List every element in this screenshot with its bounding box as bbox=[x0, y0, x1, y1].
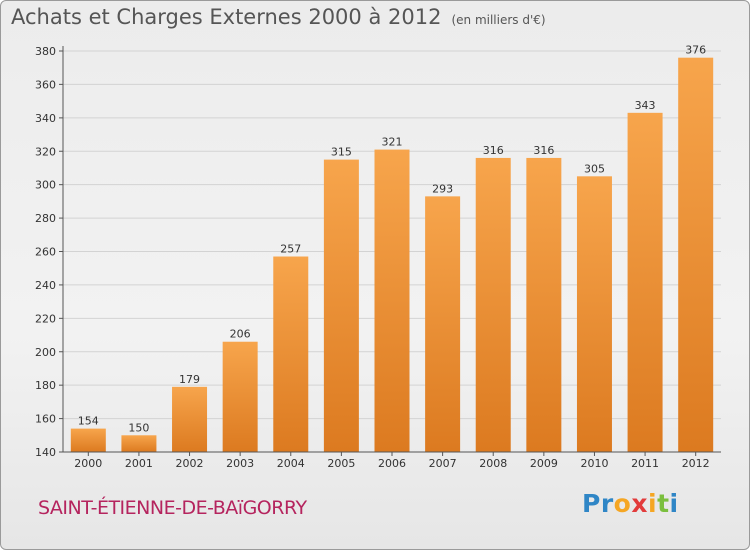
bar-2012 bbox=[678, 57, 714, 452]
logo-letter: r bbox=[600, 489, 614, 518]
bars: 154 150 179 206 257 315 321 293 316 316 305 343 376 bbox=[70, 44, 714, 452]
y-tick-label: 140 bbox=[35, 446, 56, 459]
logo-letter: t bbox=[657, 489, 670, 518]
x-tick-label-2001: 2001 bbox=[125, 457, 153, 470]
axes: 140 160 180 200 220 240 260 280 300 320 340 360 380 2… bbox=[35, 45, 721, 470]
y-tick-label: 280 bbox=[35, 212, 56, 225]
data-label-2000: 154 bbox=[78, 415, 99, 428]
y-tick-label: 240 bbox=[35, 279, 56, 292]
x-tick-label-2010: 2010 bbox=[580, 457, 608, 470]
data-label-2003: 206 bbox=[230, 328, 251, 341]
chart-unit: (en milliers d'€) bbox=[451, 13, 546, 27]
data-label-2008: 316 bbox=[483, 144, 504, 157]
x-tick-label-2002: 2002 bbox=[176, 457, 204, 470]
bar-2000 bbox=[70, 428, 106, 452]
logo-letter: x bbox=[631, 489, 648, 518]
bar-2003 bbox=[222, 341, 258, 452]
bar-2005 bbox=[323, 159, 359, 452]
bar-2006 bbox=[374, 149, 410, 452]
y-tick-label: 180 bbox=[35, 379, 56, 392]
y-tick-label: 220 bbox=[35, 312, 56, 325]
x-tick-label-2005: 2005 bbox=[327, 457, 355, 470]
data-label-2007: 293 bbox=[432, 182, 453, 195]
bar-2011 bbox=[627, 112, 663, 452]
data-label-2005: 315 bbox=[331, 146, 352, 159]
chart-title: Achats et Charges Externes 2000 à 2012 (e… bbox=[11, 5, 546, 29]
chart-title-text: Achats et Charges Externes 2000 à 2012 bbox=[11, 5, 442, 29]
y-tick-label: 340 bbox=[35, 112, 56, 125]
logo-letter: P bbox=[582, 489, 601, 518]
data-label-2010: 305 bbox=[584, 162, 605, 175]
x-tick-label-2012: 2012 bbox=[682, 457, 710, 470]
bar-2008 bbox=[475, 157, 511, 452]
bar-2002 bbox=[172, 386, 208, 452]
y-tick-label: 380 bbox=[35, 45, 56, 58]
bar-2007 bbox=[425, 196, 461, 452]
bar-2001 bbox=[121, 435, 157, 452]
x-tick-label-2000: 2000 bbox=[74, 457, 102, 470]
x-tick-label-2003: 2003 bbox=[226, 457, 254, 470]
x-tick-label-2006: 2006 bbox=[378, 457, 406, 470]
logo-letter: o bbox=[613, 489, 632, 518]
y-tick-label: 160 bbox=[35, 413, 56, 426]
y-tick-label: 300 bbox=[35, 179, 56, 192]
logo-letter: i bbox=[648, 489, 658, 518]
commune-name: SAINT-ÉTIENNE-DE-BAïGORRY bbox=[38, 497, 307, 519]
bar-2004 bbox=[273, 256, 309, 452]
x-tick-label-2008: 2008 bbox=[479, 457, 507, 470]
proxiti-logo[interactable]: Proxiti bbox=[582, 489, 679, 518]
data-label-2012: 376 bbox=[685, 44, 706, 57]
bar-2010 bbox=[576, 176, 612, 452]
y-tick-label: 360 bbox=[35, 78, 56, 91]
x-tick-label-2004: 2004 bbox=[277, 457, 305, 470]
data-label-2004: 257 bbox=[280, 243, 301, 256]
x-tick-label-2009: 2009 bbox=[530, 457, 558, 470]
logo-letter: i bbox=[669, 489, 679, 518]
data-label-2001: 150 bbox=[128, 421, 149, 434]
bar-2009 bbox=[526, 157, 562, 452]
x-tick-label-2007: 2007 bbox=[429, 457, 457, 470]
data-label-2011: 343 bbox=[635, 99, 656, 112]
data-label-2009: 316 bbox=[533, 144, 554, 157]
y-tick-label: 200 bbox=[35, 346, 56, 359]
y-tick-label: 320 bbox=[35, 145, 56, 158]
data-label-2006: 321 bbox=[382, 136, 403, 149]
data-label-2002: 179 bbox=[179, 373, 200, 386]
y-tick-label: 260 bbox=[35, 246, 56, 259]
x-tick-label-2011: 2011 bbox=[631, 457, 659, 470]
